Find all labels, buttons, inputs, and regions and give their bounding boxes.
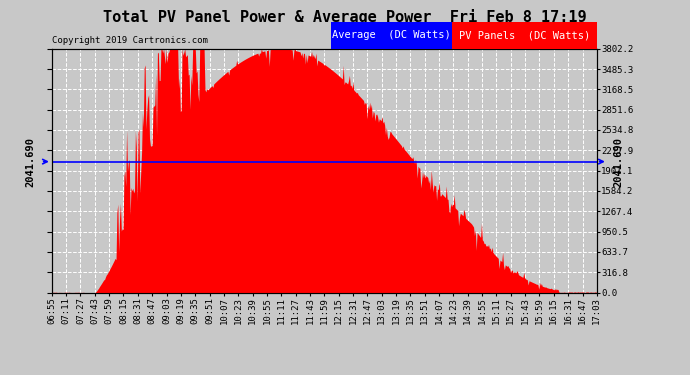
Text: 2041.690: 2041.690: [613, 136, 624, 187]
Text: Average  (DC Watts): Average (DC Watts): [332, 30, 451, 40]
Text: 2041.690: 2041.690: [25, 136, 35, 187]
Text: Copyright 2019 Cartronics.com: Copyright 2019 Cartronics.com: [52, 36, 208, 45]
Text: PV Panels  (DC Watts): PV Panels (DC Watts): [459, 30, 590, 40]
Text: Total PV Panel Power & Average Power  Fri Feb 8 17:19: Total PV Panel Power & Average Power Fri…: [104, 9, 586, 26]
